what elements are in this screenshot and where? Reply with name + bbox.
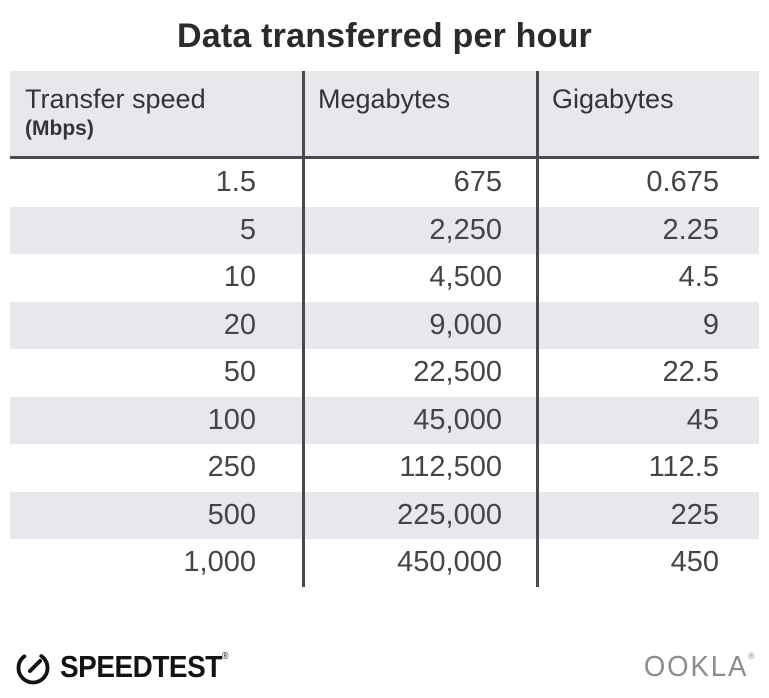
table-cell: 20 [223, 308, 256, 341]
speedtest-wordmark: SPEEDTEST® [60, 649, 228, 685]
table-row: 10 4,500 4.5 [10, 254, 759, 302]
ookla-logo: OOKLA® [638, 651, 755, 684]
gauge-icon [16, 651, 50, 685]
table-header-row: Transfer speed (Mbps) Megabytes Gigabyte… [10, 71, 759, 159]
table-row: 50 22,500 22.5 [10, 349, 759, 397]
table-cell: 250 [207, 451, 256, 483]
table-row: 1,000 450,000 450 [10, 539, 759, 587]
table-cell: 225,000 [397, 498, 502, 531]
table-cell: 4,500 [429, 261, 502, 293]
table-cell: 45 [686, 403, 719, 436]
table-cell: 5 [239, 213, 256, 246]
column-header-gigabytes: Gigabytes [537, 71, 759, 156]
speedtest-logo: SPEEDTEST® [14, 648, 247, 686]
table-body: 1.5 675 0.675 5 2,250 2.25 10 4,500 4.5 20 9,000 9 5… [10, 159, 759, 587]
column-header-megabytes-label: Megabytes [318, 84, 451, 114]
column-header-gigabytes-label: Gigabytes [552, 84, 674, 114]
table-cell: 500 [207, 498, 256, 531]
table-cell: 50 [223, 356, 256, 388]
speedtest-registered-mark: ® [221, 651, 229, 662]
table-cell: 2,250 [429, 213, 502, 246]
table-cell: 112,500 [399, 451, 502, 483]
table-cell: 675 [453, 166, 502, 198]
table-cell: 10 [223, 261, 256, 293]
table-cell: 1,000 [183, 546, 256, 578]
table-cell: 2.25 [662, 213, 719, 246]
table-row: 20 9,000 9 [10, 301, 759, 349]
column-divider-line [302, 71, 305, 587]
table-row: 100 45,000 45 [10, 396, 759, 444]
column-header-mbps-unit: (Mbps) [25, 117, 94, 140]
column-divider-line [536, 71, 539, 587]
footer: SPEEDTEST® OOKLA® [14, 646, 755, 688]
table-cell: 450,000 [397, 546, 502, 578]
ookla-registered-mark: ® [748, 650, 755, 661]
table-cell: 225 [670, 498, 719, 531]
table-cell: 0.675 [646, 166, 719, 198]
table-cell: 45,000 [413, 403, 502, 436]
table-row: 1.5 675 0.675 [10, 159, 759, 207]
table-cell: 1.5 [215, 166, 256, 198]
page-title: Data transferred per hour [177, 17, 592, 55]
table-cell: 22.5 [662, 356, 719, 388]
speedtest-label: SPEEDTEST [60, 649, 222, 684]
table-cell: 112.5 [648, 451, 719, 483]
table-cell: 9,000 [429, 308, 502, 341]
table-cell: 9 [702, 308, 719, 341]
column-header-transfer-speed-label: Transfer speed [25, 84, 206, 114]
ookla-wordmark: OOKLA® [644, 651, 755, 684]
table-cell: 450 [670, 546, 719, 578]
ookla-label: OOKLA [644, 650, 749, 683]
column-header-transfer-speed: Transfer speed (Mbps) [10, 71, 303, 156]
table-cell: 4.5 [678, 261, 719, 293]
table-row: 500 225,000 225 [10, 491, 759, 539]
data-table: Transfer speed (Mbps) Megabytes Gigabyte… [10, 71, 759, 587]
table-row: 250 112,500 112.5 [10, 444, 759, 492]
table-cell: 22,500 [413, 356, 502, 388]
table-cell: 100 [207, 403, 256, 436]
column-header-megabytes: Megabytes [303, 71, 537, 156]
table-row: 5 2,250 2.25 [10, 206, 759, 254]
